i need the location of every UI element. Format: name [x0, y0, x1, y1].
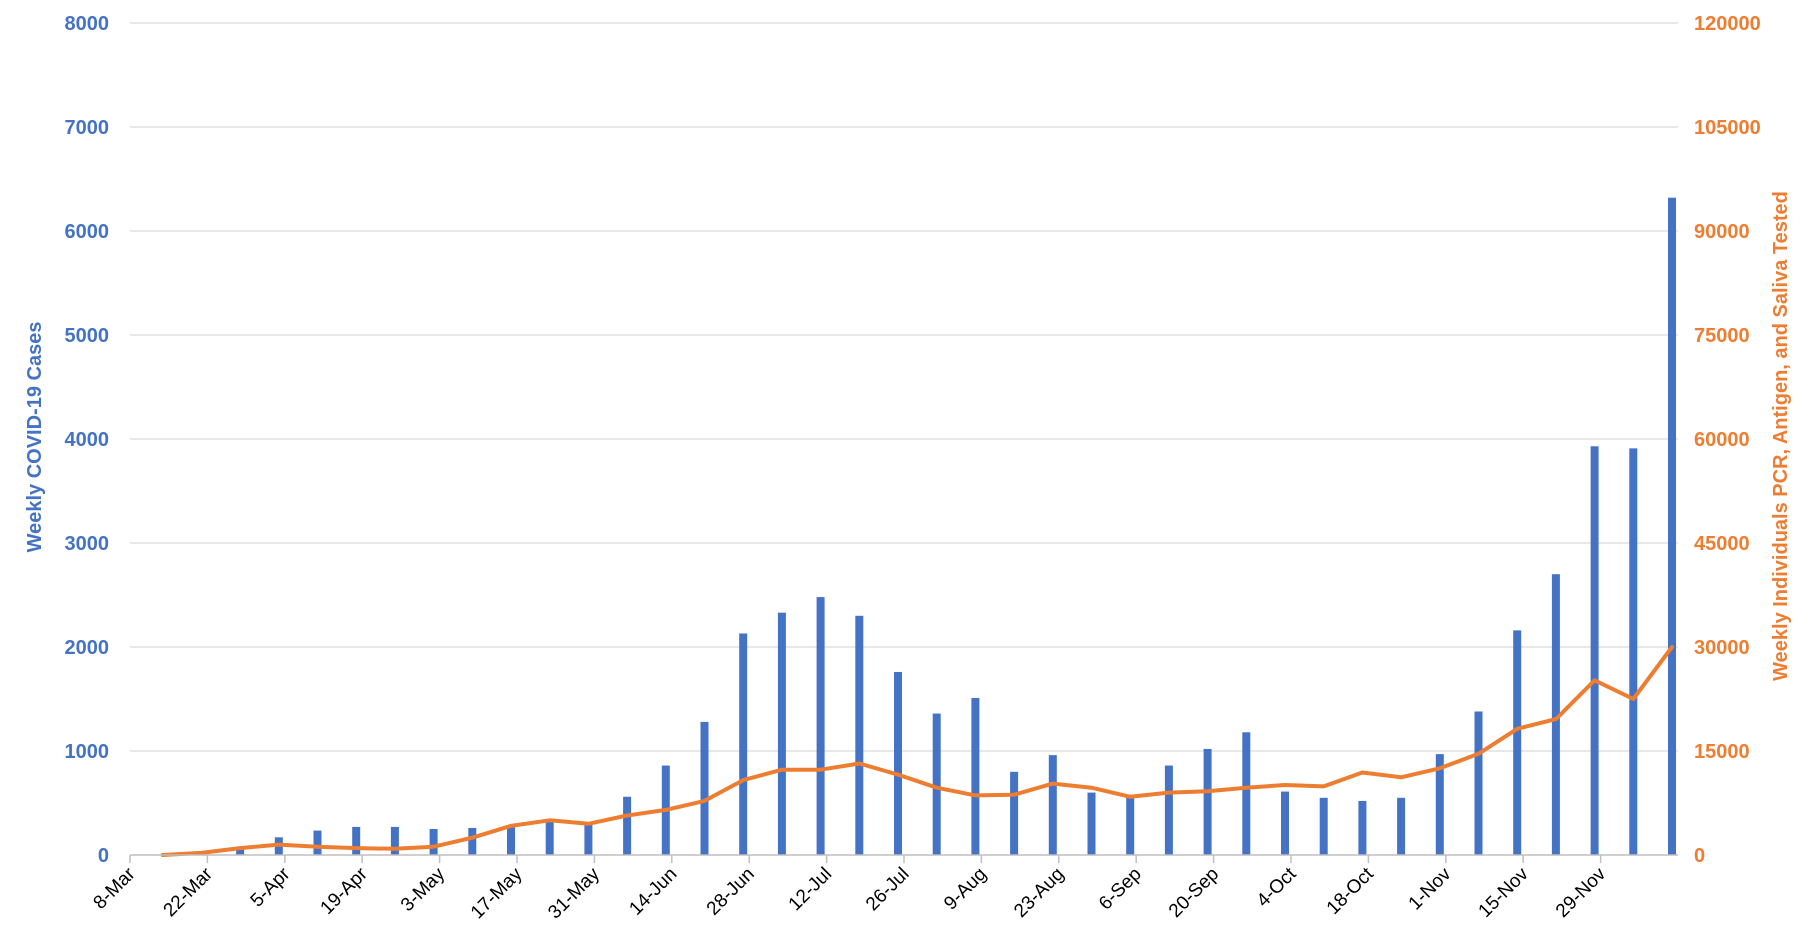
bar	[584, 822, 593, 855]
x-tick-label: 8-Mar	[90, 863, 140, 913]
bar	[1551, 574, 1560, 855]
y2-tick-label: 75000	[1694, 325, 1750, 347]
bar	[1281, 791, 1289, 855]
bar	[236, 849, 245, 855]
x-tick-label: 15-Nov	[1475, 863, 1534, 922]
tested-line	[160, 645, 1674, 857]
y2-tick-label: 45000	[1694, 533, 1750, 555]
right-axis-title: Weekly Individuals PCR, Antigen, and Sal…	[1770, 191, 1792, 681]
bar	[932, 713, 941, 855]
x-tick-label: 17-May	[467, 863, 527, 923]
bar	[1048, 755, 1057, 855]
x-tick-label: 20-Sep	[1165, 864, 1223, 922]
bar	[545, 821, 554, 855]
bar	[1087, 792, 1096, 855]
x-tick-label: 3-May	[397, 863, 450, 916]
gridlines	[130, 22, 1678, 752]
bar	[468, 827, 477, 855]
y2-tick-label: 90000	[1694, 221, 1750, 243]
bar	[507, 825, 515, 855]
line-series	[160, 645, 1674, 857]
x-tick-label: 26-Jul	[862, 864, 913, 915]
bar	[623, 796, 632, 855]
bar	[1010, 771, 1019, 855]
x-tick-label: 22-Mar	[160, 863, 218, 921]
bar	[816, 597, 825, 855]
bar	[1164, 765, 1173, 855]
bar	[777, 612, 786, 855]
x-tick-label: 23-Aug	[1010, 864, 1068, 922]
y-tick-label: 6000	[65, 221, 110, 243]
y2-tick-label: 120000	[1694, 13, 1761, 35]
bar	[1435, 754, 1444, 855]
y-tick-label: 7000	[65, 117, 110, 139]
x-tick-label: 19-Apr	[317, 863, 373, 919]
bar	[1242, 732, 1251, 855]
bar	[1319, 797, 1328, 855]
bar	[971, 697, 980, 855]
bar	[1513, 630, 1522, 855]
bar	[1358, 800, 1367, 855]
bar	[313, 830, 322, 855]
x-tick-label: 5-Apr	[247, 863, 295, 911]
x-tick-label: 12-Jul	[785, 864, 836, 915]
left-axis-title: Weekly COVID-19 Cases	[24, 322, 46, 553]
x-tick-label: 29-Nov	[1552, 863, 1611, 922]
bar	[1397, 797, 1406, 855]
bar	[1629, 448, 1638, 855]
x-tick-label: 1-Nov	[1405, 863, 1456, 914]
bar	[1126, 794, 1135, 855]
y2-tick-label: 0	[1694, 845, 1705, 867]
bar	[894, 671, 902, 855]
y-tick-label: 0	[98, 845, 109, 867]
x-tick-label: 18-Oct	[1323, 863, 1379, 919]
bar-series	[158, 197, 1676, 856]
x-tick-label: 4-Oct	[1253, 863, 1301, 911]
axes	[129, 854, 1678, 863]
y-tick-label: 1000	[65, 741, 110, 763]
x-tick-label: 6-Sep	[1095, 864, 1146, 915]
y-tick-label: 3000	[65, 533, 110, 555]
y-tick-label: 8000	[65, 13, 110, 35]
x-tick-label: 14-Jun	[625, 864, 681, 920]
y-tick-label: 4000	[65, 429, 110, 451]
y-tick-label: 2000	[65, 637, 110, 659]
bar	[700, 721, 709, 855]
bar	[855, 615, 864, 855]
y2-tick-label: 30000	[1694, 637, 1750, 659]
bar	[1203, 748, 1212, 855]
x-tick-label: 9-Aug	[940, 864, 991, 915]
bar	[739, 633, 748, 855]
y2-tick-label: 60000	[1694, 429, 1750, 451]
bar	[1590, 446, 1599, 855]
bar	[1668, 197, 1676, 856]
bar	[390, 826, 399, 855]
bar	[429, 829, 438, 855]
y2-tick-label: 15000	[1694, 741, 1750, 763]
bar	[352, 826, 361, 855]
tick-labels: 0 1000 2000 3000 4000 5000 6000 7000 8000 0 15000 3…	[65, 13, 1761, 923]
x-tick-label: 31-May	[544, 863, 604, 923]
y2-tick-label: 105000	[1694, 117, 1761, 139]
y-tick-label: 5000	[65, 325, 110, 347]
x-tick-label: 28-Jun	[703, 864, 759, 920]
bar	[1474, 711, 1483, 855]
